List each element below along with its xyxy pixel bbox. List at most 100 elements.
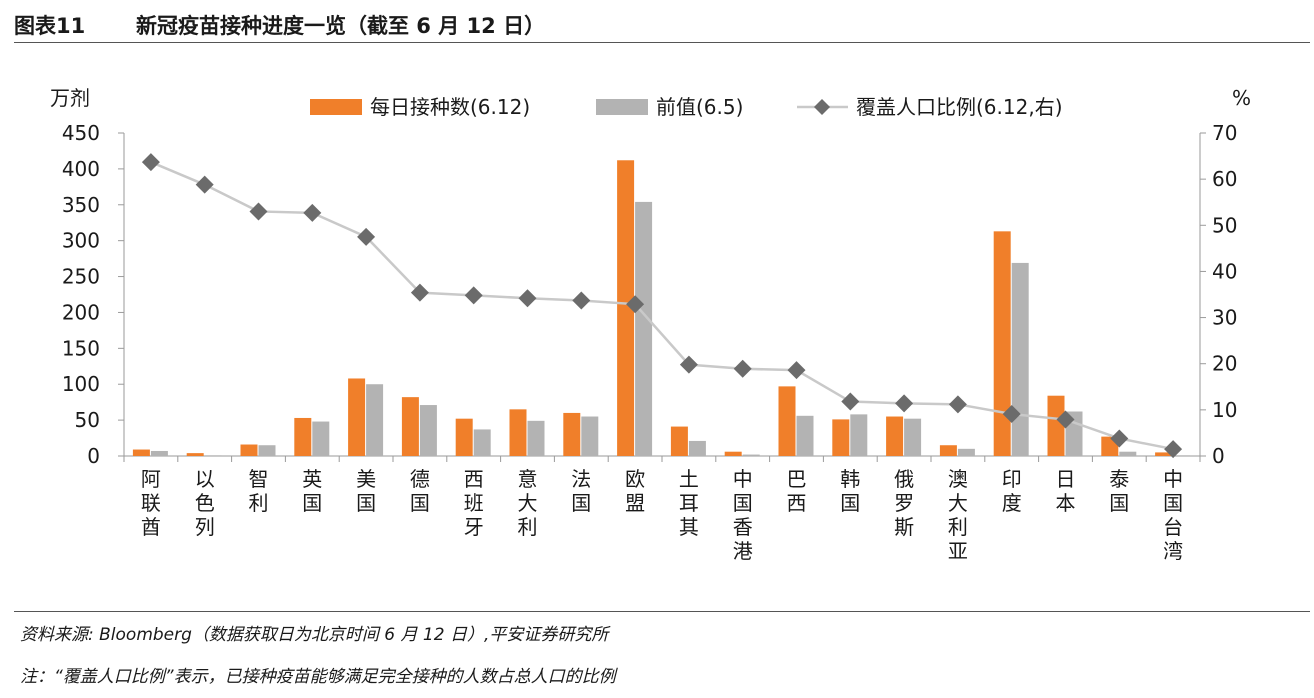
- coverage-marker: [1002, 405, 1021, 424]
- coverage-marker: [841, 392, 860, 411]
- bar-daily-doses: [939, 445, 957, 456]
- bar-previous-value: [473, 429, 491, 456]
- coverage-marker: [141, 153, 160, 172]
- bar-previous-value: [850, 414, 868, 456]
- coverage-line: [150, 160, 1174, 451]
- left-tick-label: 0: [87, 444, 100, 468]
- left-tick-label: 400: [62, 157, 100, 181]
- legend-label-coverage: 覆盖人口比例(6.12,右): [856, 95, 1063, 119]
- legend-label-previous: 前值(6.5): [656, 95, 743, 119]
- coverage-marker: [195, 175, 214, 194]
- right-tick-label: 60: [1212, 167, 1237, 191]
- bar-daily-doses: [832, 419, 850, 456]
- category-label: 美国: [356, 467, 376, 515]
- left-axis-unit: 万剂: [50, 86, 90, 110]
- category-label: 土耳其: [679, 467, 699, 539]
- coverage-marker: [1164, 440, 1183, 459]
- legend-swatch-daily: [310, 99, 362, 115]
- right-tick-label: 40: [1212, 259, 1237, 283]
- bar-daily-doses: [886, 416, 904, 456]
- legend-swatch-previous: [596, 99, 648, 115]
- left-tick-label: 200: [62, 300, 100, 324]
- coverage-marker: [357, 227, 376, 246]
- right-axis-unit: %: [1232, 86, 1251, 110]
- bar-daily-doses: [186, 453, 204, 456]
- category-label: 日本: [1056, 467, 1076, 515]
- right-tick-label: 0: [1212, 444, 1225, 468]
- bar-previous-value: [1173, 455, 1191, 456]
- coverage-marker: [787, 361, 806, 380]
- bar-daily-doses: [617, 160, 635, 456]
- coverage-marker: [948, 395, 967, 414]
- footer-divider: [14, 611, 1310, 612]
- coverage-marker: [895, 394, 914, 413]
- legend-swatch-marker: [814, 99, 830, 115]
- bar-previous-value: [742, 454, 760, 456]
- right-tick-label: 20: [1212, 352, 1237, 376]
- bar-daily-doses: [778, 386, 796, 456]
- right-tick-label: 10: [1212, 398, 1237, 422]
- bar-previous-value: [150, 450, 168, 456]
- bar-previous-value: [1119, 451, 1137, 456]
- figure-label: 图表11: [14, 14, 86, 38]
- footnote: 注：“覆盖人口比例”表示，已接种疫苗能够满足完全接种的人数占总人口的比例: [20, 667, 616, 687]
- bar-previous-value: [635, 201, 653, 456]
- figure-title: 新冠疫苗接种进度一览（截至 6 月 12 日）: [136, 14, 546, 38]
- header-divider: [14, 42, 1310, 43]
- left-tick-label: 150: [62, 336, 100, 360]
- bar-previous-value: [312, 421, 330, 456]
- legend-label-daily: 每日接种数(6.12): [370, 95, 530, 119]
- left-tick-label: 450: [62, 121, 100, 145]
- bar-previous-value: [904, 418, 922, 456]
- coverage-marker: [410, 283, 429, 302]
- category-label: 俄罗斯: [894, 467, 914, 539]
- bar-previous-value: [796, 415, 814, 456]
- bar-daily-doses: [1047, 395, 1065, 456]
- category-label: 西班牙: [464, 467, 484, 539]
- coverage-marker: [626, 295, 645, 314]
- coverage-marker: [518, 289, 537, 308]
- category-label: 中国台湾: [1163, 467, 1183, 563]
- bar-previous-value: [1011, 262, 1029, 456]
- right-tick-label: 50: [1212, 213, 1237, 237]
- coverage-marker: [572, 291, 591, 310]
- bar-daily-doses: [993, 231, 1011, 456]
- category-label: 泰国: [1109, 467, 1129, 515]
- category-label: 法国: [571, 467, 591, 515]
- left-tick-label: 350: [62, 193, 100, 217]
- left-tick-label: 100: [62, 372, 100, 396]
- category-label: 德国: [410, 467, 430, 515]
- category-label: 巴西: [787, 467, 807, 515]
- category-label: 智利: [249, 467, 269, 515]
- left-tick-label: 250: [62, 265, 100, 289]
- coverage-marker: [733, 359, 752, 378]
- category-label: 欧盟: [625, 467, 645, 515]
- category-label: 意大利: [518, 467, 538, 539]
- left-tick-label: 300: [62, 229, 100, 253]
- figure-header: 图表11 新冠疫苗接种进度一览（截至 6 月 12 日）: [0, 0, 1314, 44]
- bar-previous-value: [688, 440, 706, 456]
- bar-daily-doses: [1155, 452, 1173, 456]
- bar-daily-doses: [240, 444, 258, 456]
- coverage-marker: [1110, 429, 1129, 448]
- bar-previous-value: [957, 448, 975, 456]
- category-label: 以色列: [195, 467, 215, 539]
- category-label: 澳大利亚: [948, 467, 968, 563]
- bar-previous-value: [204, 455, 222, 456]
- coverage-marker: [249, 202, 268, 221]
- bar-daily-doses: [348, 378, 366, 456]
- category-label: 印度: [1002, 467, 1022, 515]
- bar-previous-value: [527, 420, 545, 456]
- bar-daily-doses: [563, 412, 581, 456]
- category-label: 英国: [302, 467, 322, 515]
- bar-previous-value: [258, 445, 276, 456]
- source-note: 资料来源: Bloomberg（数据获取日为北京时间 6 月 12 日）,平安证…: [20, 625, 609, 645]
- bar-daily-doses: [455, 418, 473, 456]
- bar-daily-doses: [670, 426, 688, 456]
- bar-previous-value: [581, 416, 599, 456]
- category-label: 阿联酋: [141, 467, 161, 539]
- bar-daily-doses: [294, 417, 312, 456]
- coverage-marker: [1056, 410, 1075, 429]
- category-label: 中国香港: [733, 467, 753, 563]
- bar-previous-value: [419, 405, 437, 456]
